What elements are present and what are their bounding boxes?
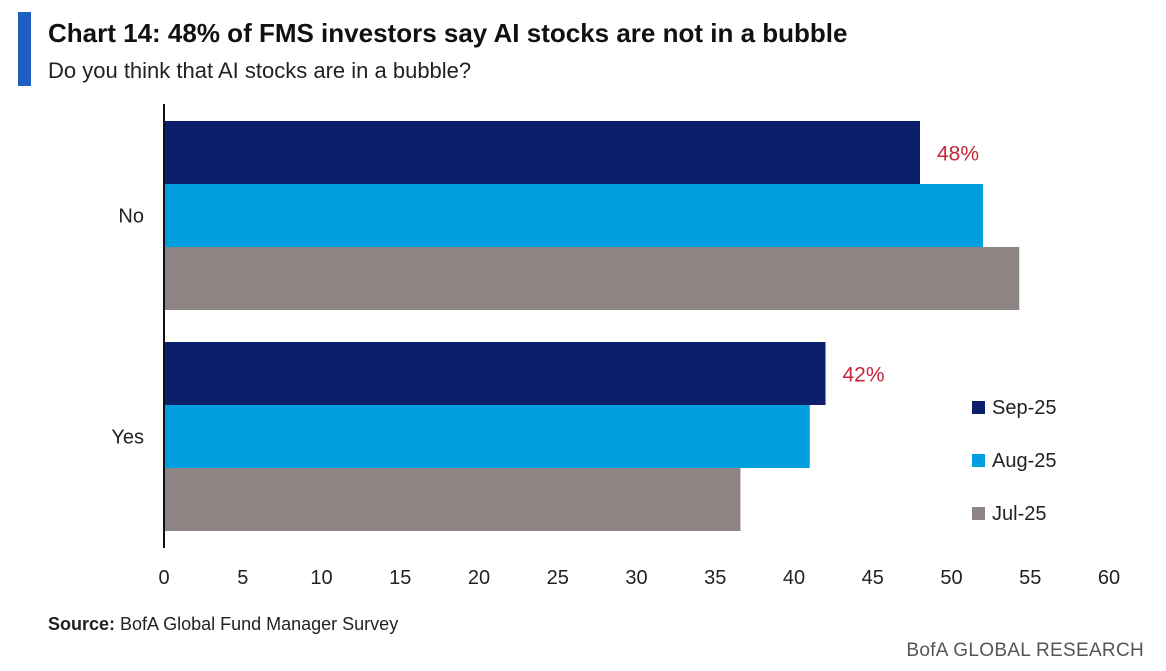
chart-subtitle: Do you think that AI stocks are in a bub… (48, 58, 472, 83)
title-accent-bar (18, 12, 31, 86)
x-tick-label: 5 (237, 567, 248, 589)
source-note: Source: BofA Global Fund Manager Survey (48, 614, 398, 635)
legend-label-sep-25: Sep-25 (992, 397, 1057, 419)
chart-title: Chart 14: 48% of FMS investors say AI st… (48, 18, 848, 48)
x-tick-label: 60 (1098, 567, 1120, 589)
brand-logo-text: BofA GLOBAL RESEARCH (906, 640, 1144, 661)
bar-no-jul-25 (164, 247, 1020, 310)
source-text: BofA Global Fund Manager Survey (115, 614, 399, 634)
x-tick-label: 35 (704, 567, 726, 589)
x-tick-label: 0 (158, 567, 169, 589)
legend-label-aug-25: Aug-25 (992, 450, 1057, 472)
data-label-no: 48% (937, 143, 979, 166)
data-label-yes: 42% (843, 364, 885, 387)
x-tick-label: 45 (862, 567, 884, 589)
legend-swatch-jul-25 (972, 507, 985, 520)
bar-yes-aug-25 (164, 405, 810, 468)
x-tick-label: 25 (547, 567, 569, 589)
x-tick-label: 50 (940, 567, 962, 589)
x-tick-label: 10 (310, 567, 332, 589)
x-tick-label: 15 (389, 567, 411, 589)
x-tick-label: 30 (625, 567, 647, 589)
x-tick-label: 40 (783, 567, 805, 589)
bar-yes-jul-25 (164, 468, 741, 531)
source-label: Source: (48, 614, 116, 634)
legend-swatch-sep-25 (972, 401, 985, 414)
x-tick-label: 20 (468, 567, 490, 589)
category-label-yes: Yes (111, 427, 144, 449)
x-tick-label: 55 (1019, 567, 1041, 589)
legend-label-jul-25: Jul-25 (992, 503, 1046, 525)
bar-no-sep-25 (164, 121, 920, 184)
legend-swatch-aug-25 (972, 454, 985, 467)
bar-yes-sep-25 (164, 342, 826, 405)
bar-no-aug-25 (164, 184, 983, 247)
category-label-no: No (118, 206, 144, 228)
